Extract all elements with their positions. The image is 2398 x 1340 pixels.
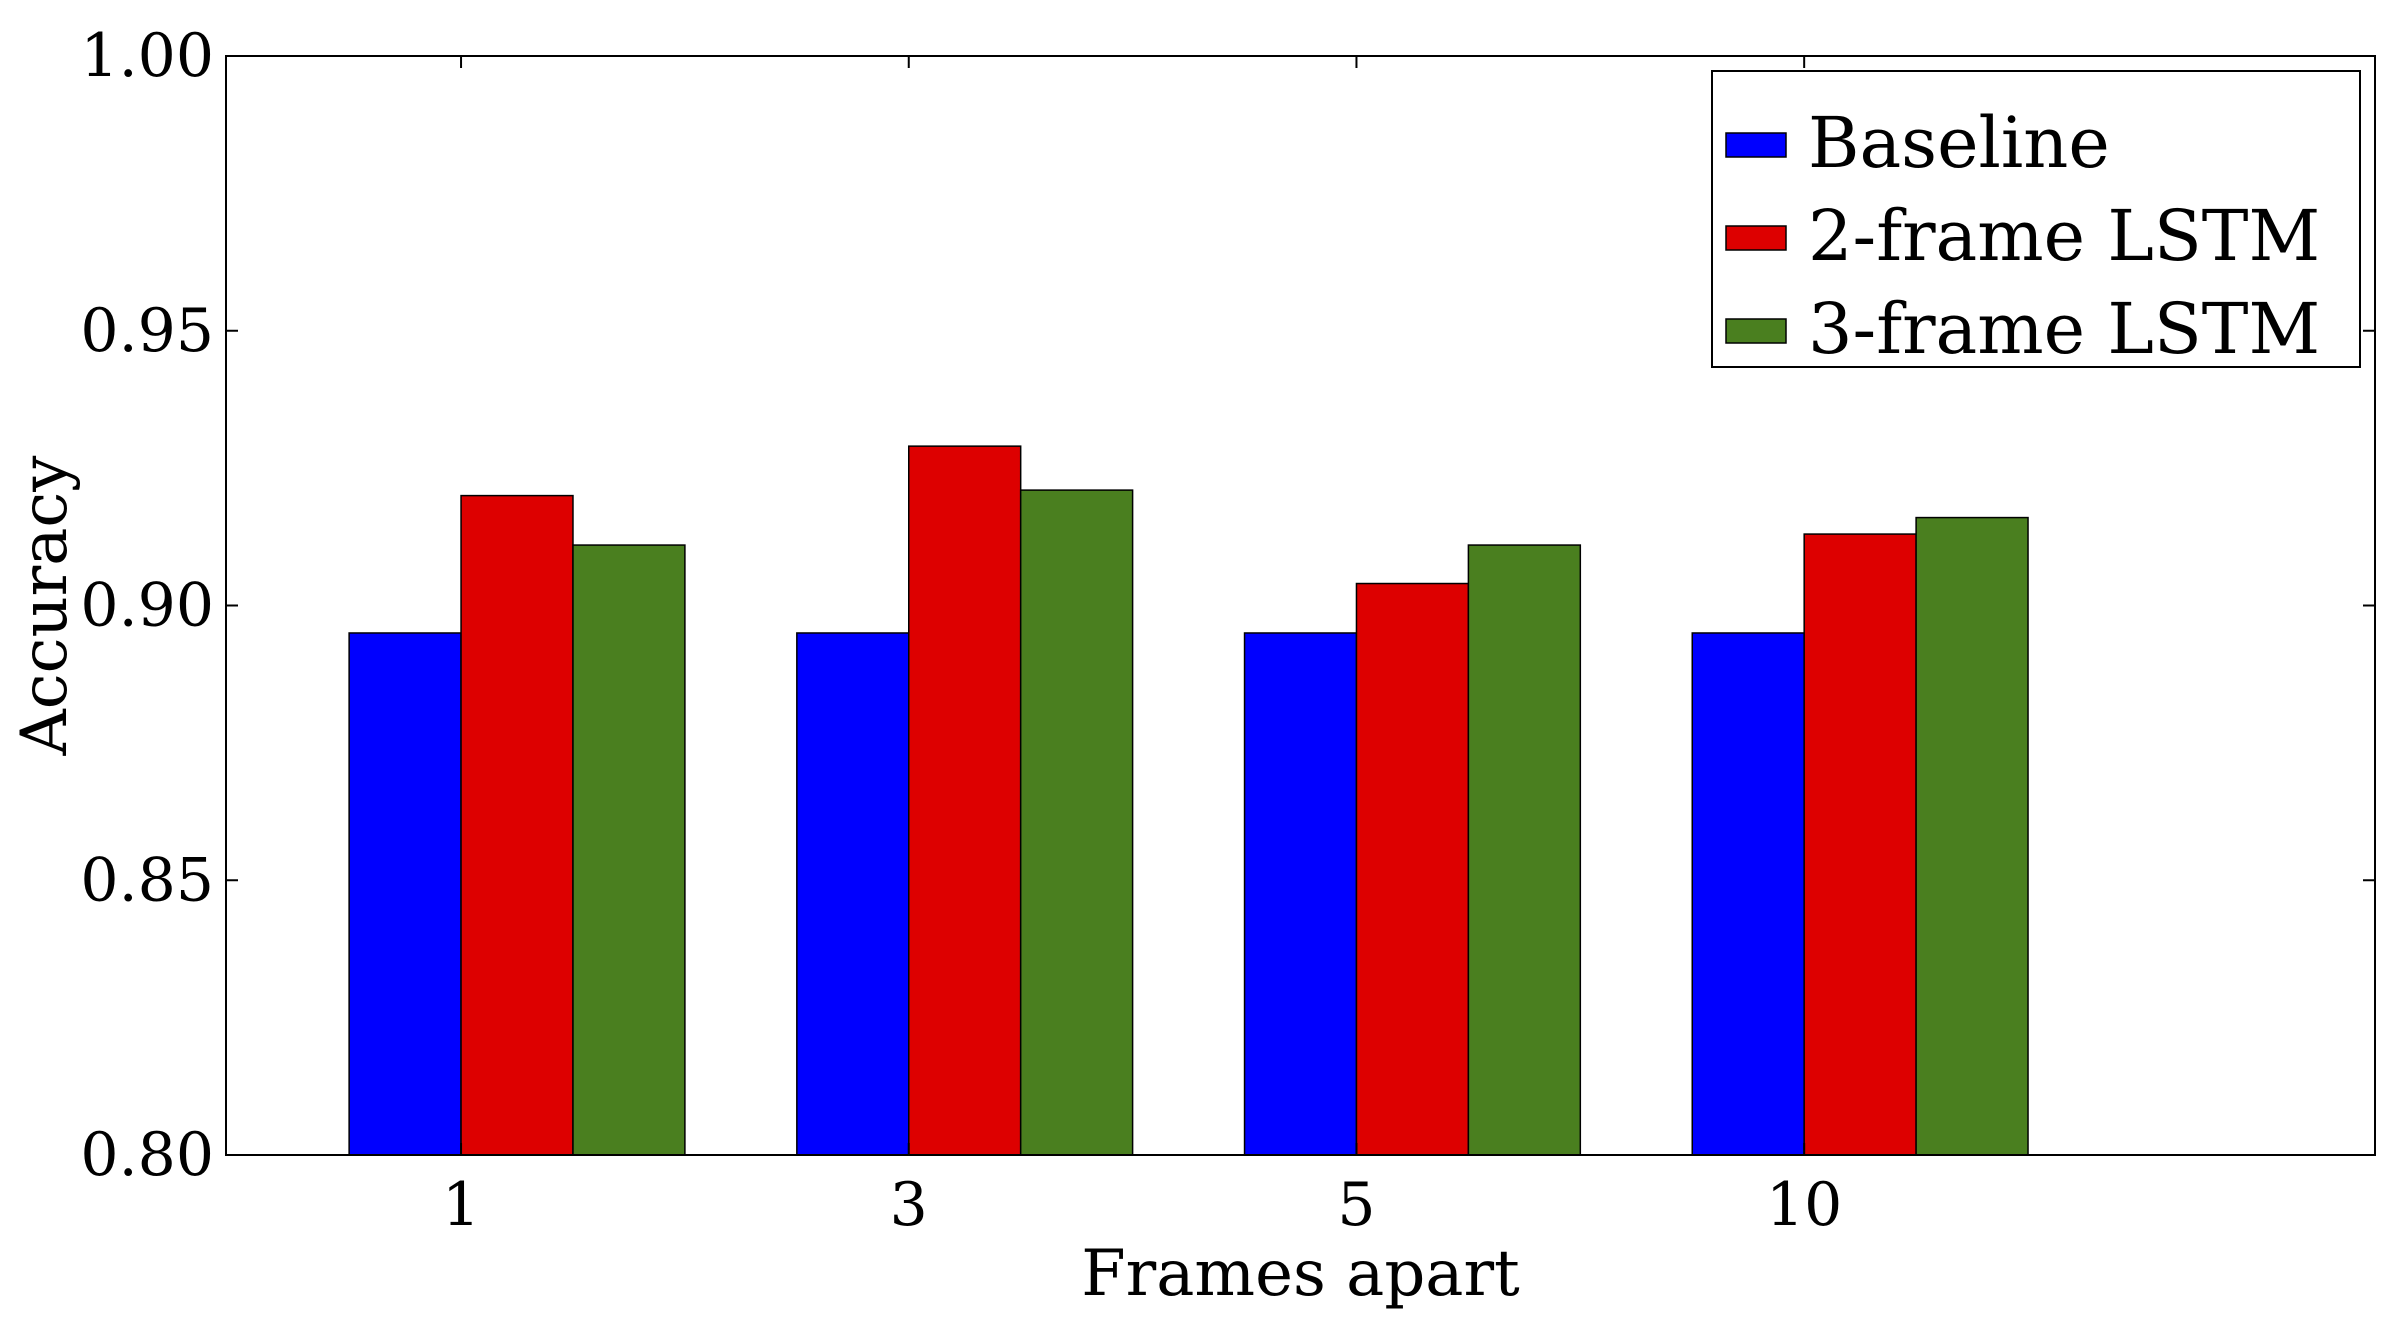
bars-group [348, 445, 2029, 1156]
y-axis: 0.80 0.85 0.90 0.95 1.00 [80, 21, 2375, 1190]
bar-3-frame-lstm-3 [1019, 489, 1134, 1156]
bar-2-frame-lstm-1 [460, 494, 574, 1156]
legend-box [1711, 70, 2361, 368]
x-tick-label: 1 [442, 1170, 480, 1240]
y-tick-label: 0.80 [80, 1120, 214, 1190]
bar-baseline-10 [1691, 632, 1805, 1156]
x-axis: 1 3 5 10 [442, 56, 1842, 1240]
bar-baseline-1 [348, 632, 462, 1156]
y-tick-label: 1.00 [80, 21, 214, 91]
x-tick-label: 10 [1766, 1170, 1842, 1240]
y-tick-label: 0.90 [80, 571, 214, 641]
legend-swatch [1725, 132, 1787, 158]
bar-baseline-5 [1243, 632, 1358, 1156]
bar-baseline-3 [796, 632, 910, 1156]
legend-label: Baseline [1808, 102, 2110, 184]
legend-swatch [1725, 225, 1787, 251]
legend-label: 2-frame LSTM [1808, 195, 2320, 277]
x-tick-label: 3 [890, 1170, 928, 1240]
bar-2-frame-lstm-3 [908, 445, 1022, 1156]
y-tick-label: 0.95 [80, 296, 214, 366]
x-tick-label: 5 [1337, 1170, 1375, 1240]
x-axis-label: Frames apart [1081, 1237, 1520, 1311]
bar-3-frame-lstm-1 [572, 544, 686, 1156]
legend-swatch [1725, 318, 1787, 344]
y-axis-label: Accuracy [8, 456, 82, 757]
bar-3-frame-lstm-10 [1915, 516, 2029, 1156]
bar-3-frame-lstm-5 [1467, 544, 1582, 1156]
legend: Baseline 2-frame LSTM 3-frame LSTM [1711, 70, 2361, 370]
legend-label: 3-frame LSTM [1808, 288, 2320, 370]
y-tick-label: 0.85 [80, 845, 214, 915]
plot-border [225, 55, 2376, 1156]
bar-2-frame-lstm-5 [1355, 582, 1470, 1156]
bar-2-frame-lstm-10 [1803, 533, 1917, 1156]
